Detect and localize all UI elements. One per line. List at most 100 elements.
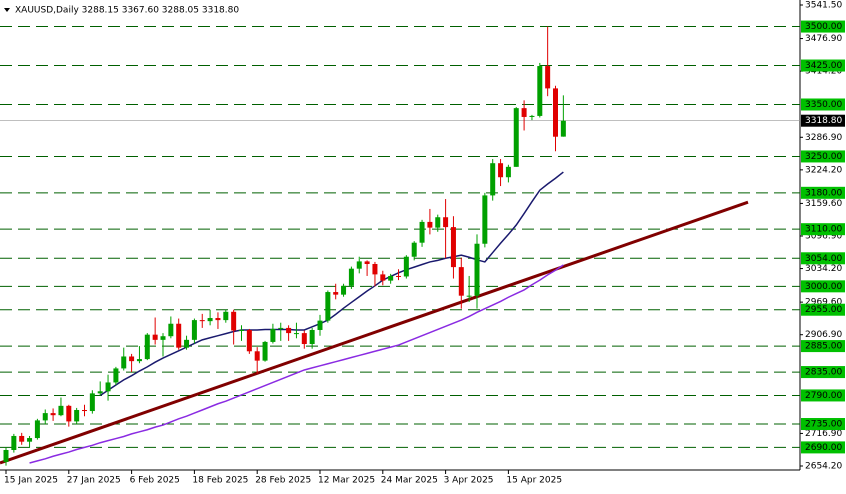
candle-body <box>160 336 166 340</box>
candle-body <box>505 166 511 178</box>
candle-body <box>27 438 33 442</box>
candle-body <box>309 329 315 345</box>
candle-body <box>553 88 558 137</box>
level-label-box <box>801 366 845 379</box>
x-tick-label: 24 Mar 2025 <box>381 476 438 486</box>
candle-body <box>113 368 119 383</box>
candle-body <box>427 221 433 228</box>
candle-body <box>34 420 40 439</box>
x-tick-label: 27 Jan 2025 <box>67 476 121 486</box>
level-label: 2690.00 <box>805 443 842 453</box>
candle-body <box>270 328 276 342</box>
candle-body <box>396 275 401 277</box>
candle-body <box>333 292 339 295</box>
candle-body <box>521 108 527 117</box>
level-label-box <box>801 252 845 265</box>
candle-body <box>168 323 174 337</box>
candle-body <box>419 221 425 243</box>
candle-body <box>262 341 268 361</box>
candle-body <box>411 242 417 257</box>
candle-body <box>356 261 362 269</box>
level-label: 2790.00 <box>805 391 842 401</box>
candle-body <box>199 320 205 322</box>
level-label-box <box>801 441 845 454</box>
level-label: 3180.00 <box>805 188 842 198</box>
level-label-box <box>801 223 845 236</box>
candle-body <box>215 318 221 321</box>
level-label: 3000.00 <box>805 282 842 292</box>
candle-body <box>176 323 182 348</box>
candle-body <box>372 263 378 275</box>
candle-body <box>435 217 441 228</box>
x-tick-label: 6 Feb 2025 <box>130 476 180 486</box>
candle-body <box>529 115 535 117</box>
y-tick-label: 3414.20 <box>805 67 842 77</box>
candle-body <box>278 327 284 329</box>
y-tick-label: 3286.90 <box>805 133 842 143</box>
candle-body <box>301 333 307 345</box>
candle-body <box>82 409 87 412</box>
candle-body <box>231 311 237 331</box>
x-tick-label: 3 Apr 2025 <box>444 476 494 486</box>
level-label: 2885.00 <box>805 342 842 352</box>
y-tick-label: 2969.60 <box>805 298 842 308</box>
x-tick-label: 12 Mar 2025 <box>318 476 375 486</box>
candle-body <box>89 393 95 412</box>
level-label-box <box>801 59 845 72</box>
level-label-box <box>801 150 845 163</box>
candle-body <box>58 405 64 416</box>
y-tick-label: 3159.60 <box>805 199 842 209</box>
candle-body <box>191 320 197 340</box>
candle-body <box>325 292 331 321</box>
candle-body <box>403 256 409 277</box>
level-label-box <box>801 389 845 402</box>
moving-average <box>99 171 564 397</box>
candle-body <box>184 339 190 348</box>
y-tick-label: 2906.90 <box>805 330 842 340</box>
candle-body <box>246 329 252 352</box>
candle-body <box>317 320 323 330</box>
level-label: 3500.00 <box>805 22 842 32</box>
candle-body <box>458 267 464 296</box>
level-label: 3350.00 <box>805 100 842 110</box>
candle-body <box>474 243 480 296</box>
level-label-box <box>801 340 845 353</box>
moving-average <box>29 264 564 464</box>
level-label: 2735.00 <box>805 420 842 430</box>
candle-body <box>66 405 72 422</box>
candle-body <box>348 268 354 286</box>
candle-body <box>152 334 158 340</box>
candle-body <box>286 327 292 334</box>
trendline <box>0 200 749 465</box>
level-label: 3425.00 <box>805 61 842 71</box>
level-label-box <box>801 186 845 199</box>
candle-body <box>513 108 519 167</box>
candle-body <box>293 333 299 335</box>
candle-body <box>254 351 260 361</box>
candle-body <box>364 261 370 264</box>
level-label-box <box>801 98 845 111</box>
candle-body <box>97 391 103 394</box>
x-tick-label: 18 Feb 2025 <box>192 476 248 486</box>
level-label-box <box>801 280 845 293</box>
candle-body <box>42 413 48 421</box>
x-tick-label: 15 Jan 2025 <box>4 476 58 486</box>
candle-body <box>380 274 386 281</box>
last-price-box <box>801 114 845 127</box>
candle-body <box>19 435 25 442</box>
menu-arrow <box>4 8 10 12</box>
candle-body <box>11 435 17 450</box>
candle-body <box>537 66 543 116</box>
candle-body <box>207 318 213 322</box>
y-tick-label: 3476.90 <box>805 34 842 44</box>
y-tick-label: 3224.20 <box>805 165 842 175</box>
candle-body <box>341 285 347 295</box>
level-label: 3054.00 <box>805 254 842 264</box>
candle-body <box>3 449 9 462</box>
candle-body <box>443 217 449 228</box>
candle-body <box>560 120 566 137</box>
candle-body <box>466 295 472 297</box>
candle-body <box>450 227 456 268</box>
